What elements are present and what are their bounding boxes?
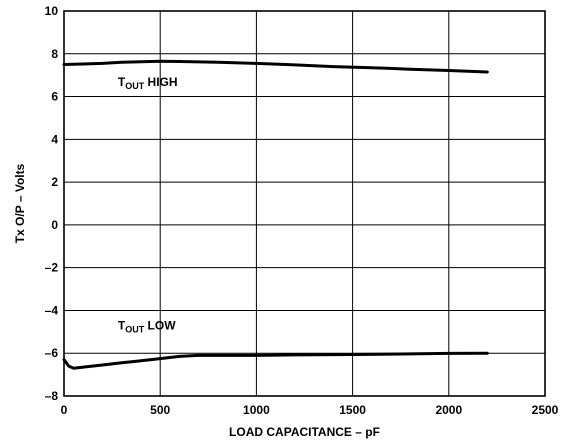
x-tick-label: 500	[150, 403, 170, 417]
series-annotations: TOUT HIGH TOUT LOW	[118, 75, 178, 335]
y-tick-label: –8	[45, 389, 59, 403]
x-tick-label: 1500	[339, 403, 366, 417]
y-tick-label: 2	[51, 175, 58, 189]
x-axis-title: LOAD CAPACITANCE – pF	[229, 425, 380, 439]
grid-lines	[63, 10, 546, 397]
y-tick-label: 4	[51, 132, 58, 146]
y-tick-label: –4	[45, 303, 59, 317]
x-tick-label: 2500	[532, 403, 559, 417]
y-tick-labels: –8 –6 –4 –2 0 2 4 6 8 10	[45, 4, 59, 403]
y-tick-label: 10	[45, 4, 59, 18]
x-tick-label: 2000	[435, 403, 462, 417]
y-axis-title: Tx O/P – Volts	[13, 163, 27, 243]
x-tick-labels: 0 500 1000 1500 2000 2500	[61, 403, 559, 417]
series-layer	[62, 59, 489, 370]
series-line	[62, 59, 489, 74]
y-tick-label: –2	[45, 261, 59, 275]
series-label: TOUT HIGH	[118, 75, 178, 91]
y-tick-label: 6	[51, 90, 58, 104]
y-tick-label: 0	[51, 218, 58, 232]
series-line	[62, 351, 489, 370]
x-tick-label: 1000	[243, 403, 270, 417]
x-tick-label: 0	[61, 403, 68, 417]
y-tick-label: 8	[51, 47, 58, 61]
y-tick-label: –6	[45, 346, 59, 360]
plot-frame	[63, 10, 546, 397]
series-label: TOUT LOW	[118, 319, 176, 335]
